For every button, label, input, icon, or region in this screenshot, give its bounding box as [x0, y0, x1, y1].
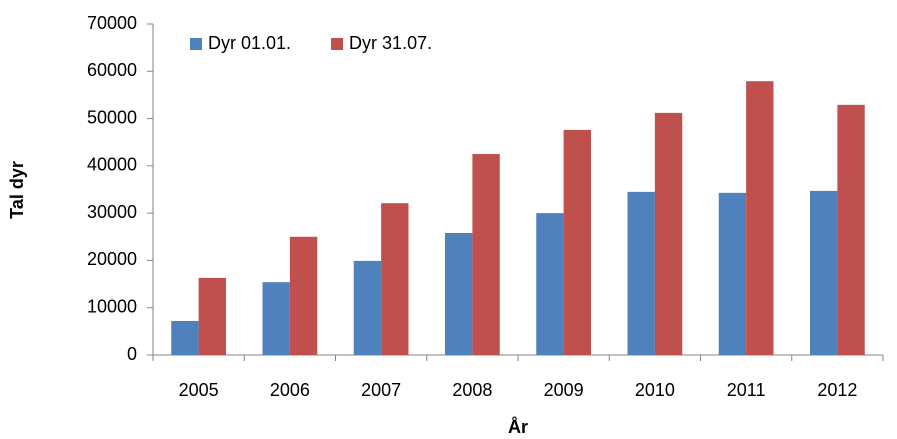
bar — [472, 154, 500, 355]
y-axis-title: Tal dyr — [7, 161, 27, 219]
y-tick-label: 70000 — [87, 13, 137, 33]
bar — [289, 236, 318, 355]
legend-label: Dyr 31.07. — [349, 33, 432, 53]
bar — [810, 190, 838, 355]
y-tick-label: 0 — [127, 344, 137, 364]
x-tick-label: 2006 — [270, 380, 310, 400]
bar — [198, 277, 226, 355]
bar — [654, 112, 683, 355]
x-tick-label: 2009 — [544, 380, 584, 400]
x-tick-label: 2008 — [452, 380, 492, 400]
bar — [718, 192, 747, 355]
bar — [536, 213, 564, 355]
legend-label: Dyr 01.01. — [208, 33, 291, 53]
y-tick-label: 60000 — [87, 60, 137, 80]
bar — [381, 203, 409, 355]
y-tick-label: 30000 — [87, 202, 137, 222]
y-tick-label: 40000 — [87, 155, 137, 175]
y-tick-label: 50000 — [87, 107, 137, 127]
x-tick-label: 2011 — [727, 380, 766, 400]
bar — [171, 320, 199, 355]
x-tick-label: 2012 — [817, 380, 857, 400]
x-axis-title: År — [508, 417, 528, 437]
y-tick-label: 10000 — [87, 296, 137, 316]
x-tick-label: 2010 — [635, 380, 675, 400]
bar — [837, 104, 865, 355]
bar — [262, 282, 290, 355]
bar — [627, 191, 655, 355]
bar — [445, 233, 473, 355]
legend-swatch — [190, 38, 202, 50]
y-tick-label: 20000 — [87, 249, 137, 269]
bar — [746, 81, 774, 356]
bar — [563, 129, 591, 355]
bar — [353, 260, 382, 355]
x-tick-label: 2007 — [361, 380, 401, 400]
x-tick-label: 2005 — [179, 380, 219, 400]
legend-swatch — [331, 38, 344, 50]
